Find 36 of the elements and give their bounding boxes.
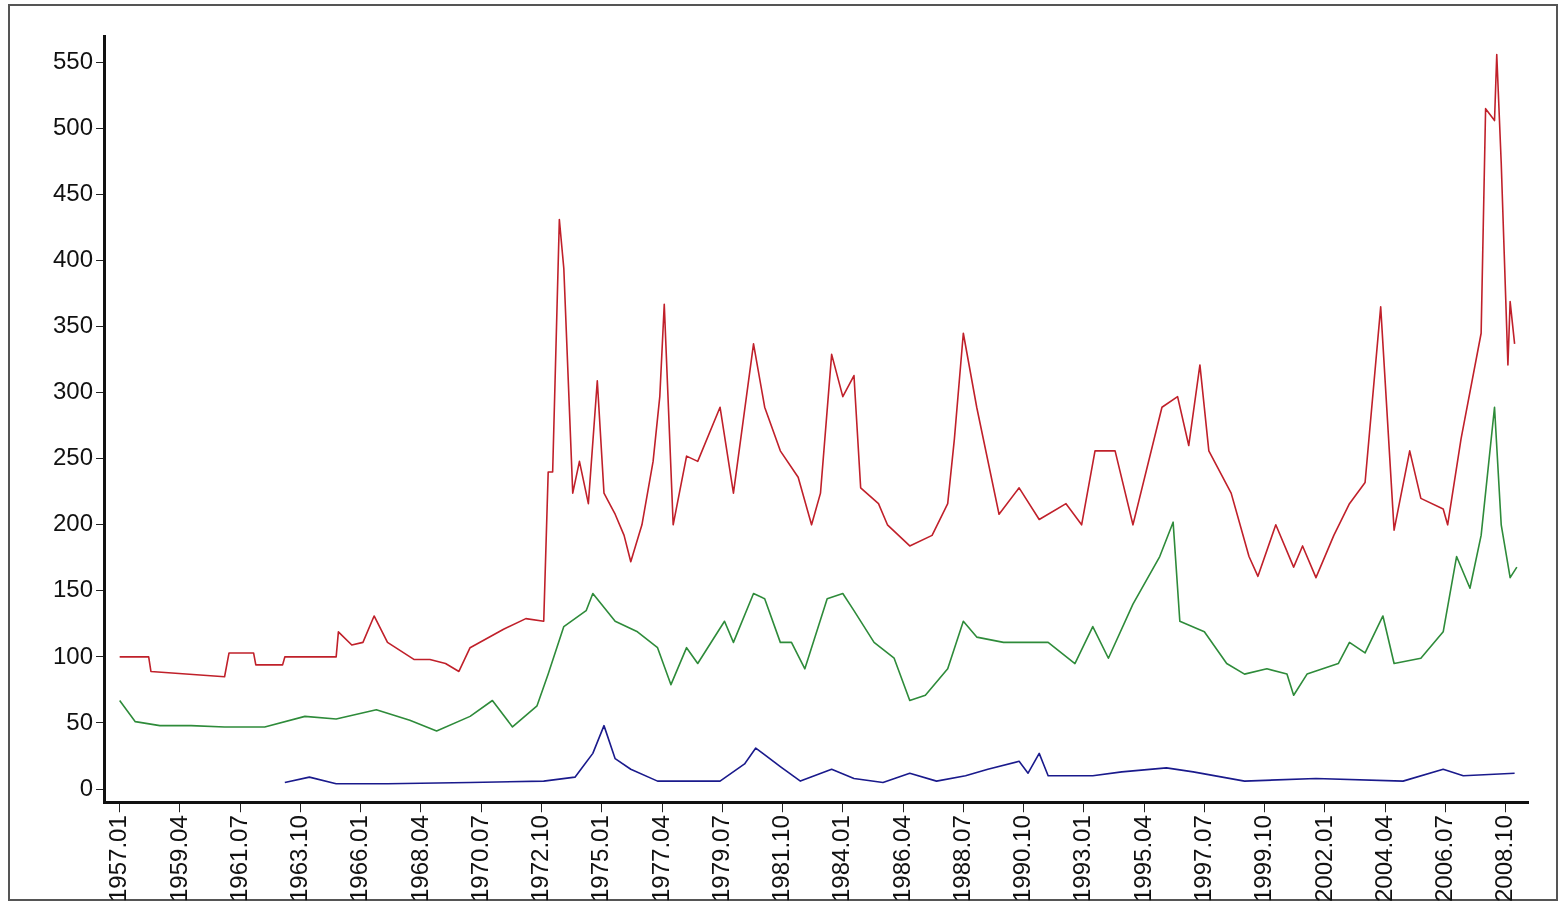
x-tick-label: 1993.01 <box>1068 815 1096 903</box>
x-tick-label: 1959.04 <box>164 815 192 903</box>
x-tick-label: 1990.10 <box>1008 815 1036 903</box>
x-tick-label: 1979.07 <box>706 815 734 903</box>
x-tick-label: 1986.04 <box>887 815 915 903</box>
y-tick-label: 150 <box>53 575 94 603</box>
y-tick-label: 400 <box>53 245 94 273</box>
y-tick-label: 250 <box>53 443 94 471</box>
y-tick-label: 200 <box>53 509 94 537</box>
x-tick-label: 1995.04 <box>1128 815 1156 903</box>
x-tick-label: 1981.10 <box>767 815 795 903</box>
x-tick-label: 1970.07 <box>465 815 493 903</box>
y-tick-label: 350 <box>53 311 94 339</box>
y-tick-label: 500 <box>53 113 94 141</box>
x-tick-label: 1999.10 <box>1249 815 1277 903</box>
x-tick-label: 1966.01 <box>345 815 373 903</box>
x-tick-label: 1957.01 <box>104 815 132 903</box>
x-tick-label: 1997.07 <box>1189 815 1216 903</box>
y-tick-label: 50 <box>66 707 94 735</box>
x-tick-label: 1977.04 <box>646 815 674 903</box>
x-tick-label: 1968.04 <box>405 815 433 903</box>
y-tick-label: 550 <box>53 47 94 75</box>
x-tick-label: 1961.07 <box>224 815 252 903</box>
x-tick-label: 1975.01 <box>586 815 614 903</box>
y-tick-label: 450 <box>53 179 94 207</box>
y-tick-label: 300 <box>53 377 94 405</box>
x-tick-label: 1963.10 <box>285 815 313 903</box>
x-tick-label: 2004.04 <box>1369 815 1397 903</box>
x-tick-label: 1972.10 <box>526 815 554 903</box>
y-tick-label: 0 <box>79 773 94 801</box>
x-tick-label: 2002.01 <box>1309 815 1337 903</box>
y-tick-label: 100 <box>53 641 94 669</box>
x-tick-label: 2006.07 <box>1430 815 1458 903</box>
x-tick-label: 1984.01 <box>827 815 855 903</box>
x-tick-label: 2008.10 <box>1490 815 1518 903</box>
x-tick-label: 1988.07 <box>947 815 975 903</box>
